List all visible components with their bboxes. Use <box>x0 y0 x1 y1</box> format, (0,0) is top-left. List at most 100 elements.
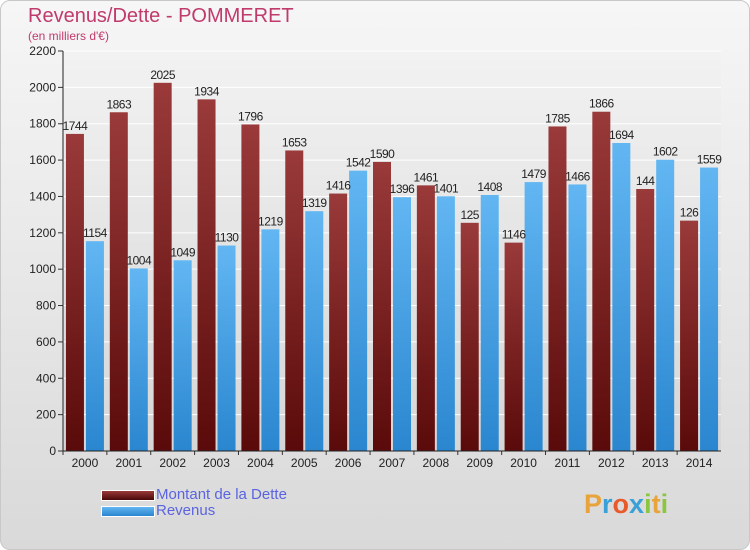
x-tick-label: 2014 <box>686 456 713 470</box>
bar-debt <box>153 82 172 452</box>
x-tick-label: 2012 <box>598 456 625 470</box>
data-label-debt: 1866 <box>589 97 615 111</box>
data-label-debt: 144 <box>636 174 655 188</box>
bar-revenus <box>656 159 675 451</box>
y-tick-label: 1800 <box>29 117 56 131</box>
y-tick-label: 1200 <box>29 226 56 240</box>
data-label-debt: 1796 <box>238 109 264 123</box>
data-label-debt: 1934 <box>194 84 220 98</box>
logo-letter: o <box>612 489 630 519</box>
y-tick-label: 2000 <box>29 80 56 94</box>
x-tick-label: 2008 <box>423 456 450 470</box>
data-label-revenus: 1694 <box>609 128 635 142</box>
legend-label-debt: Montant de la Dette <box>156 486 287 503</box>
x-tick-label: 2002 <box>159 456 186 470</box>
bar-revenus <box>393 197 411 451</box>
legend-label-revenus: Revenus <box>156 502 216 519</box>
bar-revenus <box>349 170 368 452</box>
bar-debt <box>416 185 435 451</box>
legend-swatch-revenus <box>101 506 155 517</box>
bar-revenus <box>173 260 192 451</box>
data-label-revenus: 1396 <box>390 182 416 196</box>
x-tick-label: 2003 <box>203 456 230 470</box>
data-label-debt: 1416 <box>326 179 352 193</box>
y-tick-label: 800 <box>36 299 56 313</box>
bar-debt <box>636 189 655 451</box>
x-tick-label: 2010 <box>510 456 537 470</box>
logo-letter: x <box>629 489 645 519</box>
bar-revenus <box>480 195 499 451</box>
bar-debt <box>197 99 216 451</box>
y-tick-label: 1600 <box>29 153 56 167</box>
data-label-debt: 2025 <box>150 68 176 82</box>
bar-debt <box>680 220 699 451</box>
bar-revenus <box>305 211 324 451</box>
data-label-revenus: 1130 <box>215 231 240 245</box>
data-label-debt: 1146 <box>502 228 527 242</box>
data-label-debt: 126 <box>680 206 699 220</box>
data-label-debt: 1653 <box>282 135 308 149</box>
data-label-revenus: 1049 <box>170 245 196 259</box>
y-tick-label: 400 <box>36 371 56 385</box>
plot-area <box>63 51 721 451</box>
logo-letter: P <box>584 489 603 519</box>
x-tick-label: 2013 <box>642 456 669 470</box>
bar-debt <box>241 124 260 452</box>
bar-revenus <box>524 182 543 451</box>
data-label-debt: 1744 <box>63 119 89 133</box>
bar-revenus <box>436 196 455 451</box>
bar-debt <box>548 126 567 452</box>
bar-revenus <box>612 143 631 451</box>
data-label-debt: 1461 <box>414 170 440 184</box>
x-tick-label: 2001 <box>115 456 142 470</box>
data-label-revenus: 1319 <box>302 196 328 210</box>
logo-letter: r <box>602 489 613 519</box>
bar-revenus <box>568 184 587 452</box>
data-label-debt: 1863 <box>106 97 132 111</box>
bar-debt <box>329 193 348 451</box>
y-tick-label: 200 <box>36 408 56 422</box>
data-label-revenus: 1466 <box>565 169 591 183</box>
bar-debt <box>65 133 84 451</box>
logo-letter: i <box>644 489 652 519</box>
x-tick-label: 2004 <box>247 456 274 470</box>
data-label-revenus: 1542 <box>346 156 372 170</box>
data-label-revenus: 1219 <box>258 214 284 228</box>
bar-revenus <box>217 245 236 451</box>
chart-subtitle: (en milliers d'€) <box>28 29 109 43</box>
data-label-revenus: 1602 <box>653 145 679 159</box>
bar-revenus <box>129 268 148 451</box>
y-tick-label: 2200 <box>29 44 56 58</box>
bar-debt <box>285 150 304 452</box>
bar-debt <box>592 111 611 452</box>
x-tick-label: 2005 <box>291 456 318 470</box>
x-tick-label: 2006 <box>335 456 362 470</box>
x-tick-label: 2009 <box>466 456 493 470</box>
y-tick-label: 1400 <box>29 189 56 203</box>
data-label-revenus: 1559 <box>697 153 723 167</box>
data-label-revenus: 1408 <box>477 180 503 194</box>
chart-title: Revenus/Dette - POMMERET <box>28 5 294 27</box>
bar-revenus <box>700 167 719 451</box>
bar-debt <box>373 161 391 451</box>
bar-debt <box>504 242 523 451</box>
data-label-revenus: 1154 <box>83 226 108 240</box>
proxiti-logo: Proxiti <box>584 489 668 520</box>
bar-revenus <box>85 241 104 451</box>
x-tick-label: 2011 <box>555 456 581 470</box>
bar-debt <box>109 112 128 451</box>
bar-debt <box>460 222 479 451</box>
logo-letter: i <box>660 489 669 519</box>
y-tick-label: 600 <box>36 335 56 349</box>
x-tick-label: 2007 <box>379 456 406 470</box>
bar-revenus <box>261 229 280 451</box>
x-tick-label: 2000 <box>72 456 99 470</box>
data-label-revenus: 1401 <box>434 181 460 195</box>
data-label-debt: 1590 <box>370 147 396 161</box>
y-tick-label: 1000 <box>29 262 56 276</box>
legend-swatch-debt <box>101 490 155 501</box>
logo-letter: t <box>651 489 661 519</box>
data-label-debt: 1785 <box>545 111 571 125</box>
